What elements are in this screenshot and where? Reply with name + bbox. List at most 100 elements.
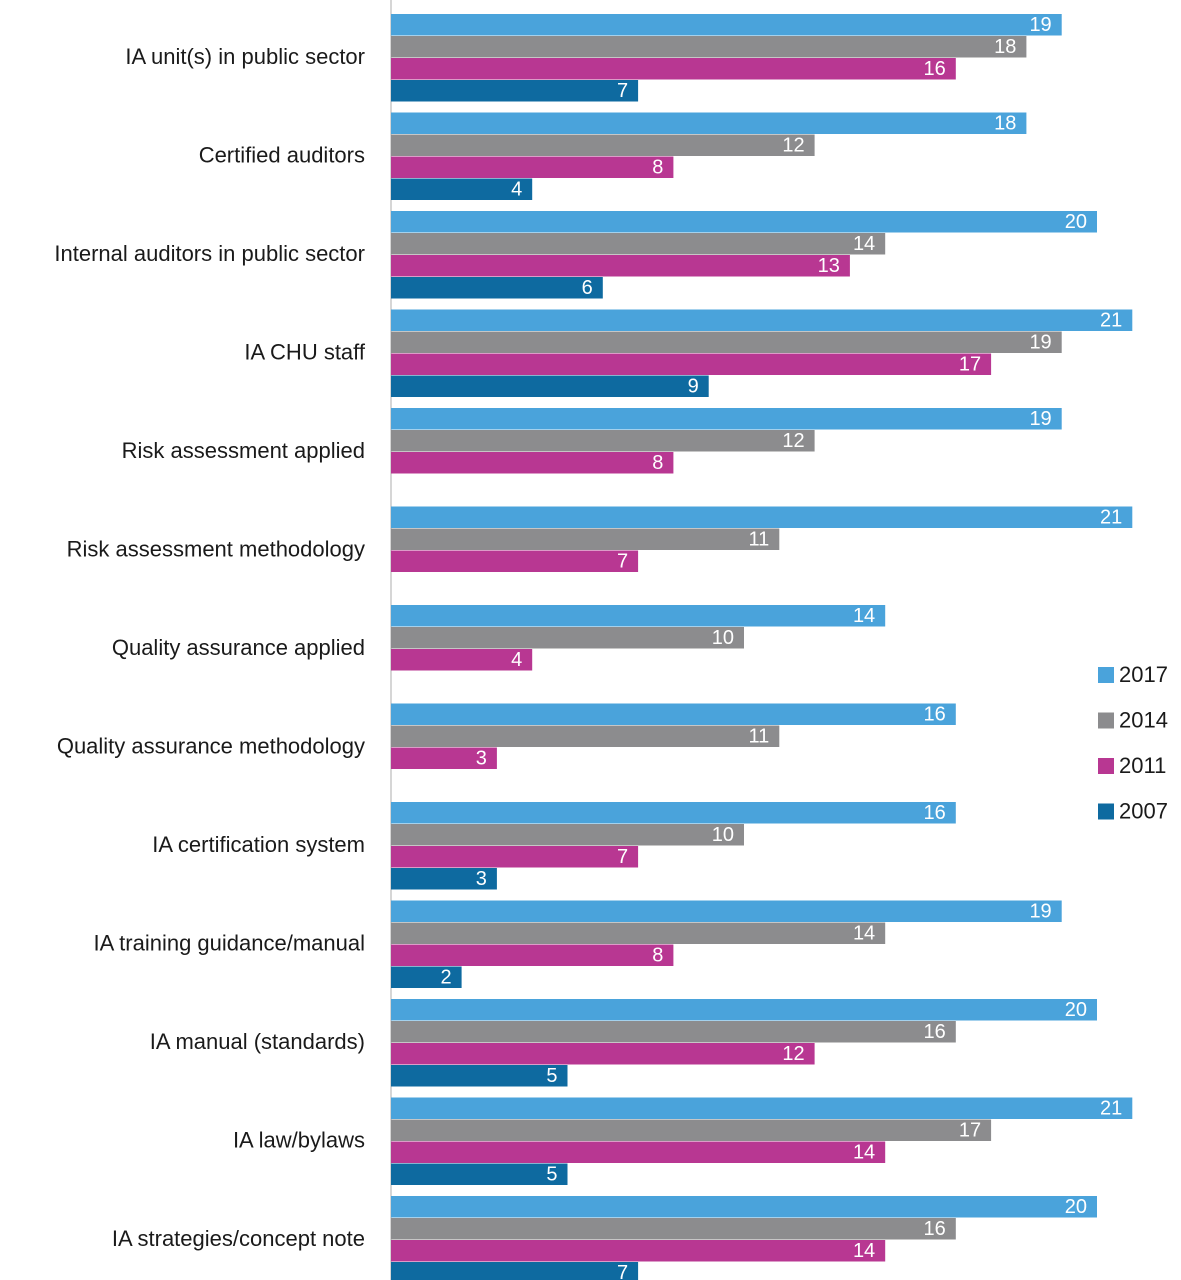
category-label: Quality assurance methodology <box>57 733 365 758</box>
data-label-2017: 21 <box>1100 507 1122 529</box>
data-label-2014: 12 <box>782 430 804 452</box>
data-label-2017: 21 <box>1100 1098 1122 1120</box>
data-label-2017: 20 <box>1065 211 1087 233</box>
bar-2017 <box>391 1097 1133 1119</box>
category-label: IA CHU staff <box>244 339 366 364</box>
bar-2011 <box>391 747 497 769</box>
data-label-2014: 10 <box>712 824 734 846</box>
data-label-2017: 18 <box>994 113 1016 135</box>
legend-label-2011: 2011 <box>1119 753 1166 778</box>
data-label-2017: 21 <box>1100 310 1122 332</box>
data-label-2011: 14 <box>853 1142 875 1164</box>
category-label: Risk assessment applied <box>122 438 365 463</box>
category-label: IA certification system <box>152 832 365 857</box>
data-label-2011: 13 <box>818 255 840 277</box>
data-label-2014: 10 <box>712 627 734 649</box>
bar-2017 <box>391 14 1062 36</box>
legend-swatch-2011 <box>1098 758 1114 774</box>
data-label-2017: 16 <box>924 802 946 824</box>
data-label-2007: 2 <box>440 967 451 989</box>
data-label-2014: 14 <box>853 233 875 255</box>
bar-2011 <box>391 944 674 966</box>
bar-2011 <box>391 649 533 671</box>
legend-swatch-2007 <box>1098 803 1114 820</box>
data-label-2014: 17 <box>959 1120 981 1142</box>
bar-2007 <box>391 966 462 988</box>
category-label: Certified auditors <box>199 142 365 167</box>
data-label-2017: 14 <box>853 605 875 627</box>
data-label-2011: 7 <box>617 551 628 573</box>
bar-2017 <box>391 112 1027 134</box>
category-labels: IA unit(s) in public sector Certified aud… <box>54 44 366 1251</box>
data-label-2011: 8 <box>652 945 663 967</box>
data-label-2014: 18 <box>994 36 1016 58</box>
data-label-2011: 12 <box>782 1043 804 1065</box>
data-label-2017: 16 <box>924 704 946 726</box>
bar-2007 <box>391 277 603 299</box>
bar-2017 <box>391 408 1062 430</box>
data-label-2017: 19 <box>1029 408 1051 430</box>
data-label-2007: 3 <box>476 868 487 890</box>
data-label-2007: 7 <box>617 80 628 102</box>
bar-2014 <box>391 922 886 944</box>
bar-2017 <box>391 802 956 824</box>
legend-swatch-2014 <box>1098 712 1114 729</box>
data-label-2007: 9 <box>688 376 699 398</box>
bar-2017 <box>391 309 1133 331</box>
bar-2011 <box>391 58 956 80</box>
data-label-2011: 14 <box>853 1240 875 1262</box>
category-label: IA manual (standards) <box>150 1029 365 1054</box>
category-label: IA training guidance/manual <box>93 930 365 955</box>
bar-2014 <box>391 725 780 747</box>
bar-2014 <box>391 331 1062 353</box>
data-label-2014: 16 <box>924 1021 946 1043</box>
bar-2014 <box>391 1218 956 1240</box>
bar-2014 <box>391 134 815 156</box>
bar-2011 <box>391 255 850 277</box>
legend-label-2017: 2017 <box>1119 662 1168 687</box>
bar-2011 <box>391 156 674 178</box>
bar-2007 <box>391 1262 639 1280</box>
bar-2014 <box>391 528 780 550</box>
data-label-2014: 19 <box>1029 332 1051 354</box>
category-label: Internal auditors in public sector <box>54 241 365 266</box>
data-label-2007: 7 <box>617 1262 628 1280</box>
bar-2007 <box>391 1163 568 1185</box>
data-label-2007: 5 <box>546 1164 557 1186</box>
legend-label-2014: 2014 <box>1119 707 1168 732</box>
data-label-2011: 3 <box>476 748 487 770</box>
data-label-2017: 20 <box>1065 1196 1087 1218</box>
data-label-2011: 16 <box>924 58 946 80</box>
bar-2011 <box>391 452 674 474</box>
bar-2014 <box>391 627 744 649</box>
data-label-2017: 20 <box>1065 999 1087 1021</box>
bar-2017 <box>391 506 1133 528</box>
legend: 2017 2014 2011 2007 <box>1098 662 1168 823</box>
bars-layer: 1918167181284201413621191791912821117141… <box>391 14 1133 1280</box>
bar-2014 <box>391 430 815 452</box>
category-label: Risk assessment methodology <box>67 536 365 561</box>
data-label-2007: 5 <box>546 1065 557 1087</box>
bar-2017 <box>391 999 1097 1021</box>
data-label-2011: 8 <box>652 157 663 179</box>
data-label-2014: 14 <box>853 923 875 945</box>
category-label: IA strategies/concept note <box>112 1226 365 1251</box>
legend-label-2007: 2007 <box>1119 798 1168 823</box>
bar-2007 <box>391 178 533 200</box>
category-label: IA unit(s) in public sector <box>125 44 365 69</box>
bar-2017 <box>391 1196 1097 1218</box>
data-label-2014: 11 <box>749 726 770 748</box>
bar-2007 <box>391 868 497 890</box>
bar-2014 <box>391 1119 992 1141</box>
data-label-2017: 19 <box>1029 14 1051 36</box>
bar-2017 <box>391 703 956 725</box>
bar-2017 <box>391 605 886 627</box>
data-label-2011: 4 <box>511 649 522 671</box>
bar-2014 <box>391 1021 956 1043</box>
bar-2014 <box>391 233 886 255</box>
category-label: IA law/bylaws <box>233 1127 365 1152</box>
data-label-2011: 17 <box>959 354 981 376</box>
bar-2011 <box>391 1141 886 1163</box>
bar-2007 <box>391 80 639 102</box>
